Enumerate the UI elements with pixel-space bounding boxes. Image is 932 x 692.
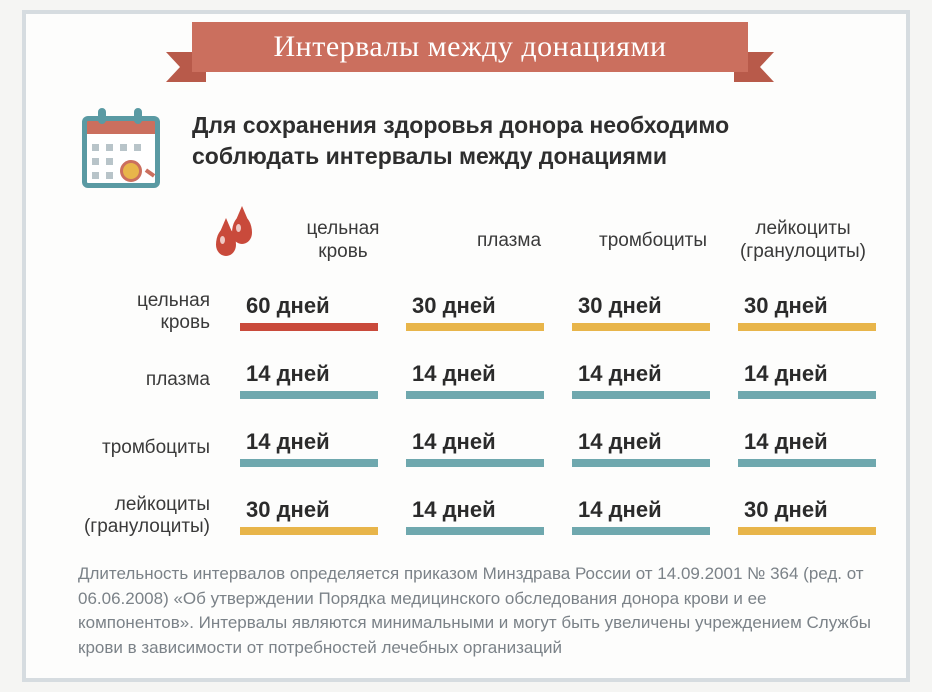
interval-value: 14 дней [572,497,710,527]
interval-bar [572,527,710,535]
calendar-icon [78,106,164,192]
interval-value: 14 дней [572,361,710,391]
interval-bar [406,323,544,331]
column-header: цельнаякровь [268,218,418,264]
interval-value: 14 дней [406,361,544,391]
row-header: цельнаякровь [78,290,220,334]
interval-bar [572,391,710,399]
interval-value: 30 дней [738,497,876,527]
interval-value: 30 дней [738,293,876,323]
interval-bar [738,391,876,399]
interval-cell: 30 дней [738,497,876,535]
interval-bar [406,391,544,399]
interval-cell: 14 дней [572,497,710,535]
interval-cell: 14 дней [572,429,710,467]
table-row: цельнаякровь 60 дней 30 дней 30 дней 30 дней [78,278,878,346]
interval-value: 14 дней [406,429,544,459]
interval-cell: 14 дней [240,361,378,399]
interval-bar [738,459,876,467]
column-header: тромбоциты [578,230,728,253]
column-header: лейкоциты(гранулоциты) [728,218,878,264]
row-header: лейкоциты(гранулоциты) [78,494,220,538]
row-header: тромбоциты [78,437,220,459]
table-row: тромбоциты 14 дней 14 дней 14 дней 14 дней [78,414,878,482]
interval-cell: 14 дней [406,429,544,467]
table-row: лейкоциты(гранулоциты) 30 дней 14 дней 14 д… [78,482,878,550]
interval-cell: 30 дней [738,293,876,331]
interval-bar [406,527,544,535]
interval-value: 14 дней [240,361,378,391]
interval-value: 30 дней [572,293,710,323]
intervals-table: цельнаякровьплазматромбоцитылейкоциты(гр… [78,208,878,550]
interval-value: 14 дней [738,429,876,459]
infographic-frame: Интервалы между донациями Для сохранения… [22,10,910,682]
interval-bar [240,323,378,331]
interval-bar [738,527,876,535]
subtitle-line2: соблюдать интервалы между донациями [192,141,852,172]
interval-bar [240,459,378,467]
interval-value: 14 дней [406,497,544,527]
interval-cell: 14 дней [406,497,544,535]
interval-cell: 60 дней [240,293,378,331]
interval-cell: 30 дней [572,293,710,331]
interval-cell: 30 дней [240,497,378,535]
interval-cell: 14 дней [406,361,544,399]
interval-value: 60 дней [240,293,378,323]
column-header: плазма [434,230,584,253]
column-headers: цельнаякровь плазматромбоцитылейкоциты(гр… [78,208,878,278]
blood-drop-icon [214,214,258,264]
footnote: Длительность интервалов определяется при… [78,562,878,661]
interval-bar [240,527,378,535]
interval-cell: 14 дней [738,429,876,467]
table-row: плазма 14 дней 14 дней 14 дней 14 дней [78,346,878,414]
subtitle-line1: Для сохранения здоровья донора необходим… [192,110,852,141]
interval-value: 30 дней [240,497,378,527]
interval-cell: 30 дней [406,293,544,331]
interval-cell: 14 дней [738,361,876,399]
interval-bar [406,459,544,467]
interval-value: 30 дней [406,293,544,323]
title-banner: Интервалы между донациями [166,12,774,78]
banner-title: Интервалы между донациями [274,30,667,64]
interval-value: 14 дней [738,361,876,391]
interval-bar [240,391,378,399]
interval-cell: 14 дней [572,361,710,399]
interval-bar [572,323,710,331]
row-header: плазма [78,369,220,391]
interval-cell: 14 дней [240,429,378,467]
subtitle: Для сохранения здоровья донора необходим… [192,110,852,172]
interval-value: 14 дней [572,429,710,459]
interval-bar [738,323,876,331]
interval-value: 14 дней [240,429,378,459]
interval-bar [572,459,710,467]
